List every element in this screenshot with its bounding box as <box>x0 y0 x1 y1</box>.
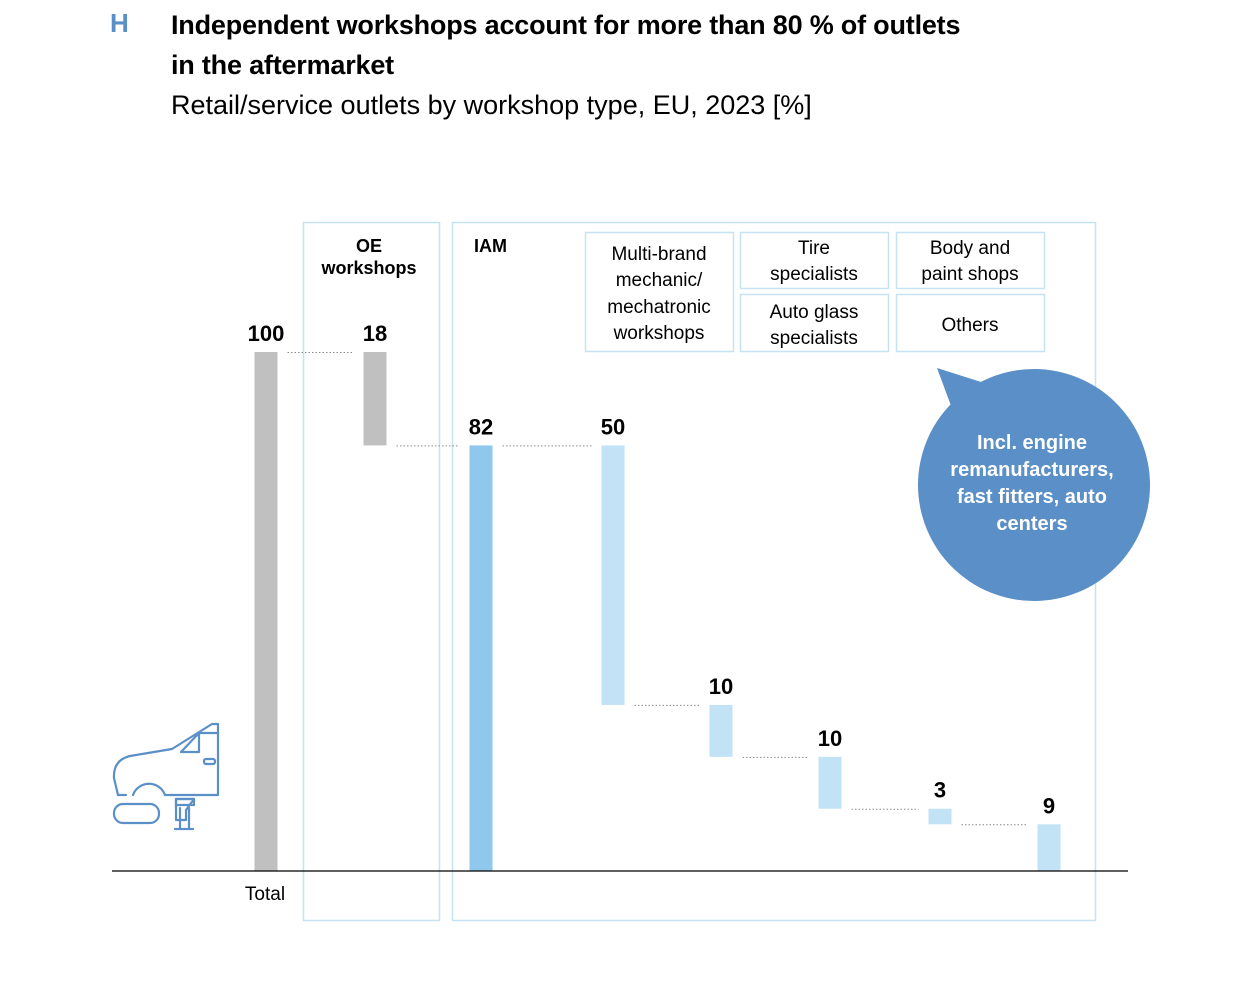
legend-tire-line-1: Tire <box>798 238 830 259</box>
value-label-others: 9 <box>1043 793 1055 818</box>
bar-others <box>1037 824 1061 871</box>
car-repair-icon <box>112 722 220 831</box>
legend-glass-line-1: Auto glass <box>770 302 859 323</box>
callout-line-4: centers <box>996 513 1067 535</box>
legend-body-line-2: paint shops <box>921 264 1018 285</box>
legend-multi-brand-line-1: Multi-brand <box>611 244 706 265</box>
bar-multi_brand <box>601 445 625 705</box>
bar-body <box>928 808 952 825</box>
chart-title: Independent workshops account for more t… <box>171 10 961 80</box>
value-label-tire: 10 <box>709 674 733 699</box>
callout-line-1: Incl. engine <box>977 432 1087 454</box>
legend-multi-brand-line-4: workshops <box>613 323 705 344</box>
bars <box>254 352 1061 871</box>
legend-multi-brand-line-2: mechanic/ <box>616 270 703 291</box>
value-label-iam: 82 <box>469 414 493 439</box>
oe-group-label-2: workshops <box>320 258 416 278</box>
legend-multi-brand-line-3: mechatronic <box>607 297 711 318</box>
legend-box-glass <box>739 293 890 353</box>
connector-lines <box>287 352 1028 826</box>
value-labels: 100 18 82 50 10 10 3 9 <box>248 321 1055 818</box>
legend-glass-line-2: specialists <box>770 328 858 349</box>
callout-line-3: fast fitters, auto <box>957 486 1107 508</box>
value-label-glass: 10 <box>818 726 842 751</box>
chart-subtitle: Retail/service outlets by workshop type,… <box>171 90 812 120</box>
legend-body-line-1: Body and <box>930 238 1010 259</box>
legend-others: Others <box>941 315 998 336</box>
x-label-total: Total <box>245 884 285 905</box>
legend-box-body <box>895 231 1046 290</box>
bar-total <box>254 352 278 871</box>
iam-group-label: IAM <box>474 236 507 256</box>
legend-tire-line-2: specialists <box>770 264 858 285</box>
callout-bubble: Incl. engine remanufacturers, fast fitte… <box>918 368 1150 601</box>
value-label-body: 3 <box>934 778 946 803</box>
value-label-oe: 18 <box>363 321 387 346</box>
legend-box-multi-brand <box>584 231 735 353</box>
callout-line-2: remanufacturers, <box>950 459 1113 481</box>
value-label-total: 100 <box>248 321 285 346</box>
legend-box-tire <box>739 231 890 290</box>
bar-glass <box>818 756 842 809</box>
chart-letter: H <box>110 8 129 38</box>
bar-iam <box>469 445 493 871</box>
legend-box-others <box>895 293 1046 353</box>
bar-tire <box>709 704 733 757</box>
bar-oe <box>363 352 387 446</box>
value-label-multi_brand: 50 <box>601 414 625 439</box>
oe-group-frame <box>302 221 441 922</box>
oe-group-label: OE <box>356 236 382 256</box>
